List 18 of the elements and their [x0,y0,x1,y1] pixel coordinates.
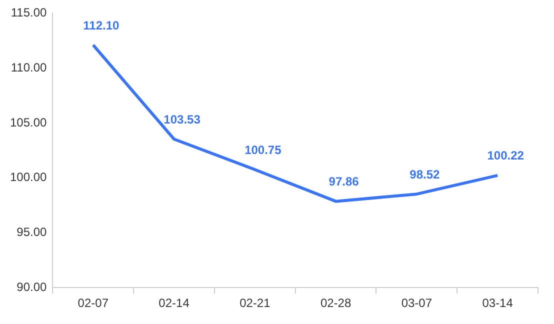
text: 97.86 [328,174,359,189]
y-tick-label: 95.00 [16,225,48,240]
text: 100.22 [487,148,524,163]
x-tick-label: 02-07 [78,296,109,310]
text: 103.53 [164,112,200,126]
y-tick-label: 115.00 [10,6,48,20]
y-tick-label: 100.00 [10,170,48,184]
x-tick-label: 02-14 [158,296,190,310]
x-tick-label: 02-21 [240,296,271,310]
y-tick-label: 105.00 [10,115,48,130]
text: 100.75 [244,142,282,157]
x-tick-label: 03-07 [401,296,432,310]
y-tick-label: 90.00 [16,280,48,294]
text: 98.52 [410,167,440,182]
x-tick-label: 03-14 [482,296,514,310]
text: 112.10 [83,18,120,32]
y-tick-label: 110.00 [10,60,48,74]
x-tick-label: 02-28 [320,296,352,310]
